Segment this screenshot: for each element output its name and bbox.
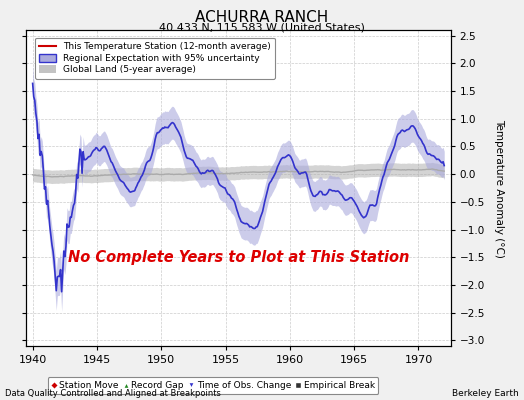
Text: Berkeley Earth: Berkeley Earth [452, 389, 519, 398]
Y-axis label: Temperature Anomaly (°C): Temperature Anomaly (°C) [495, 118, 505, 258]
Legend: Station Move, Record Gap, Time of Obs. Change, Empirical Break: Station Move, Record Gap, Time of Obs. C… [48, 378, 378, 394]
Text: Data Quality Controlled and Aligned at Breakpoints: Data Quality Controlled and Aligned at B… [5, 389, 221, 398]
Text: 40.433 N, 115.583 W (United States): 40.433 N, 115.583 W (United States) [159, 22, 365, 32]
Text: ACHURRA RANCH: ACHURRA RANCH [195, 10, 329, 25]
Text: No Complete Years to Plot at This Station: No Complete Years to Plot at This Statio… [68, 250, 409, 265]
